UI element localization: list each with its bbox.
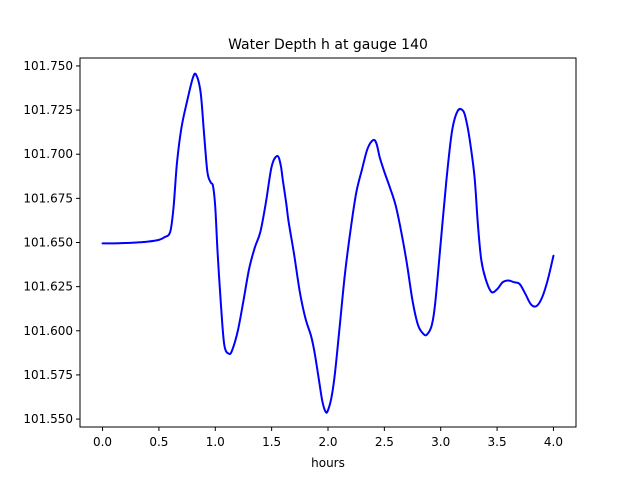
y-tick-label: 101.650	[23, 236, 73, 250]
series-line	[101, 72, 555, 414]
chart-title: Water Depth h at gauge 140	[228, 37, 428, 53]
x-tick-label: 3.0	[431, 435, 450, 449]
x-tick-label: 1.5	[262, 435, 281, 449]
y-tick-label: 101.625	[23, 280, 73, 294]
x-tick-label: 2.0	[318, 435, 337, 449]
y-tick-label: 101.725	[23, 103, 73, 117]
x-tick-label: 0.5	[149, 435, 168, 449]
x-axis-label: hours	[311, 456, 345, 470]
x-tick-label: 0.0	[93, 435, 112, 449]
x-axis-ticks: 0.0 0.5 1.0 1.5 2.0 2.5 3.0 3.5 4.0	[93, 427, 563, 449]
x-tick-label: 3.5	[488, 435, 507, 449]
y-tick-label: 101.600	[23, 324, 73, 338]
y-tick-label: 101.550	[23, 412, 73, 426]
y-tick-label: 101.750	[23, 59, 73, 73]
x-tick-label: 1.0	[206, 435, 225, 449]
y-axis-ticks: 101.550 101.575 101.600 101.625 101.650 101.6…	[23, 59, 80, 426]
x-tick-label: 4.0	[544, 435, 563, 449]
y-tick-label: 101.575	[23, 368, 73, 382]
y-tick-label: 101.675	[23, 191, 73, 205]
y-tick-label: 101.700	[23, 147, 73, 161]
x-tick-label: 2.5	[375, 435, 394, 449]
